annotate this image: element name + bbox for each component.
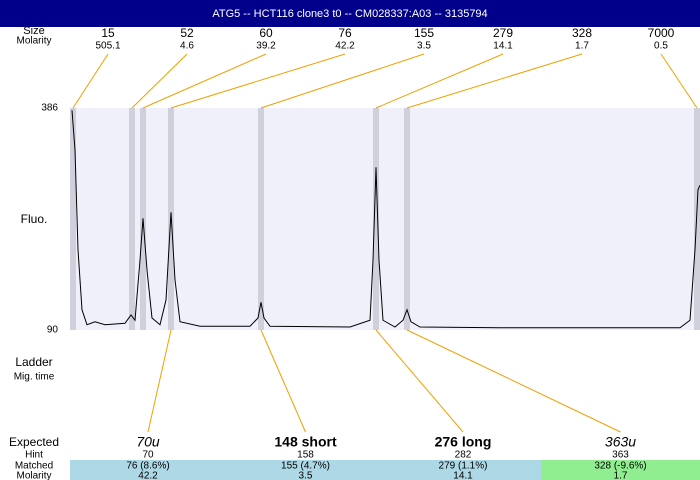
connector <box>406 329 621 433</box>
ladder-molarity: 14.1 <box>493 41 513 52</box>
peak-band <box>258 108 264 330</box>
matched-cell: 155 (4.7%) <box>281 461 330 472</box>
connector <box>375 329 464 433</box>
peak-band <box>373 108 379 330</box>
title-bar <box>0 0 700 27</box>
matched-cell: 279 (1.1%) <box>439 461 488 472</box>
matched-cell: 76 (8.6%) <box>126 461 169 472</box>
expected-cell: 70u <box>136 434 160 450</box>
ladder-size: 15 <box>101 26 115 40</box>
y-axis-label: Fluo. <box>21 212 48 226</box>
expected-cell: 276 long <box>435 434 492 450</box>
connector <box>131 53 188 109</box>
y-tick-label: 386 <box>41 103 58 114</box>
expected-cell: 148 short <box>274 434 337 450</box>
ladder-size: 328 <box>572 26 592 40</box>
connector <box>406 53 583 109</box>
matched-blue <box>70 460 541 480</box>
molarity-cell: 42.2 <box>138 471 158 480</box>
expected-cell: 363u <box>605 434 636 450</box>
ladder-size: 7000 <box>648 26 675 40</box>
ladder-molarity: 1.7 <box>575 41 589 52</box>
title: ATG5 -- HCT116 clone3 t0 -- CM028337:A03… <box>212 8 487 20</box>
connector <box>170 53 346 109</box>
hint-cell: 363 <box>612 450 629 461</box>
ladder-molarity: 4.6 <box>180 41 194 52</box>
connector <box>375 53 504 109</box>
ladder-molarity: 39.2 <box>256 41 276 52</box>
connector <box>147 329 172 433</box>
mig-time-label: Mig. time <box>14 372 55 383</box>
connector <box>142 53 267 109</box>
ladder-size: 155 <box>414 26 434 40</box>
molarity-cell: 3.5 <box>299 471 313 480</box>
connector <box>260 53 425 109</box>
molarity-cell: 14.1 <box>453 471 473 480</box>
y-tick-label: 90 <box>47 325 59 336</box>
ladder-molarity: 3.5 <box>417 41 431 52</box>
matched-green <box>541 460 700 480</box>
plot-area <box>70 108 700 330</box>
size-label: Size <box>23 25 44 37</box>
ladder-size: 76 <box>338 26 352 40</box>
peak-band <box>404 108 410 330</box>
row-label: Hint <box>25 450 43 461</box>
hint-cell: 70 <box>142 450 154 461</box>
ladder-molarity: 42.2 <box>335 41 355 52</box>
ladder-size: 60 <box>259 26 273 40</box>
molarity-label: Molarity <box>16 36 51 47</box>
row-label: Molarity <box>16 471 51 480</box>
peak-band <box>70 108 76 330</box>
matched-cell: 328 (-9.6%) <box>594 461 646 472</box>
connector <box>260 329 306 433</box>
connector <box>72 53 109 109</box>
hint-cell: 282 <box>455 450 472 461</box>
row-label: Matched <box>15 461 53 472</box>
peak-band <box>129 108 135 330</box>
molarity-cell: 1.7 <box>614 471 628 480</box>
row-label: Expected <box>9 435 59 449</box>
hint-cell: 158 <box>297 450 314 461</box>
ladder-label: Ladder <box>15 355 52 369</box>
ladder-molarity: 0.5 <box>654 41 668 52</box>
ladder-size: 279 <box>493 26 513 40</box>
ladder-size: 52 <box>180 26 194 40</box>
connector <box>660 53 698 109</box>
trace <box>71 110 700 329</box>
ladder-molarity: 505.1 <box>95 41 120 52</box>
